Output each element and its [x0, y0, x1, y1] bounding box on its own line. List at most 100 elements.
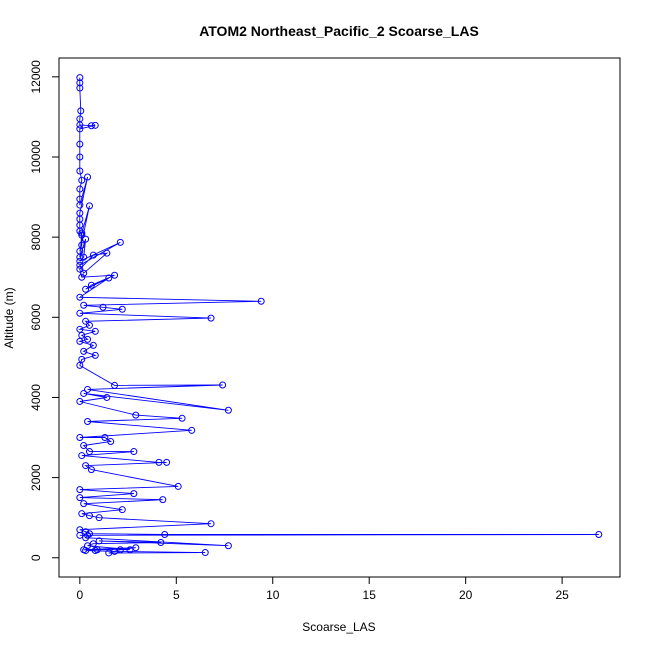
data-point — [101, 434, 109, 442]
chart-title: ATOM2 Northeast_Pacific_2 Scoarse_LAS — [199, 23, 479, 39]
data-point — [76, 494, 84, 502]
data-point — [207, 520, 215, 528]
data-point — [84, 335, 92, 343]
x-tick-label: 5 — [173, 588, 180, 602]
data-point — [82, 285, 90, 293]
y-tick-label: 12000 — [29, 60, 43, 94]
x-axis: 0 5 10 15 20 25 — [76, 576, 569, 602]
data-point — [82, 235, 90, 243]
data-point — [85, 512, 93, 520]
data-point — [130, 490, 138, 498]
data-point — [82, 462, 90, 470]
data-point — [76, 337, 84, 345]
data-point — [95, 537, 103, 545]
data-point — [219, 381, 227, 389]
data-point — [76, 185, 84, 193]
data-point — [76, 293, 84, 301]
data-point — [107, 438, 115, 446]
data-point — [76, 265, 84, 273]
data-point — [157, 539, 165, 547]
data-point — [118, 305, 126, 313]
data-point — [77, 107, 85, 115]
data-point — [76, 397, 84, 405]
data-point — [76, 257, 84, 265]
y-tick-label: 0 — [29, 554, 43, 561]
data-point — [76, 486, 84, 494]
data-point — [130, 448, 138, 456]
data-point — [91, 547, 99, 555]
data-point — [95, 514, 103, 522]
data-point — [82, 534, 90, 542]
data-point — [80, 546, 88, 554]
y-tick-label: 10000 — [29, 140, 43, 174]
data-point — [85, 321, 93, 329]
data-point — [116, 546, 124, 554]
data-point — [111, 381, 119, 389]
series-points — [76, 74, 603, 557]
x-tick-label: 15 — [363, 588, 377, 602]
series-line — [78, 77, 599, 554]
data-point — [87, 281, 95, 289]
data-point — [78, 229, 86, 237]
y-tick-label: 8000 — [29, 223, 43, 250]
data-point — [163, 458, 171, 466]
data-point — [85, 202, 93, 210]
x-tick-label: 0 — [76, 588, 83, 602]
data-point — [76, 121, 84, 129]
data-point — [80, 500, 88, 508]
data-point — [207, 314, 215, 322]
data-point — [76, 140, 84, 148]
data-point — [78, 510, 86, 518]
data-point — [118, 506, 126, 514]
data-point — [76, 201, 84, 209]
data-point — [224, 406, 232, 414]
data-point — [80, 253, 88, 261]
data-point — [159, 496, 167, 504]
data-point — [89, 251, 97, 259]
data-point — [99, 303, 107, 311]
data-point — [105, 274, 113, 282]
data-point — [201, 549, 209, 557]
data-point — [132, 411, 140, 419]
data-point — [116, 238, 124, 246]
data-point — [257, 297, 265, 305]
data-point — [78, 241, 86, 249]
data-point — [84, 542, 92, 550]
y-axis: 0 2000 4000 6000 8000 10000 12000 — [29, 60, 60, 561]
data-point — [111, 271, 119, 279]
x-tick-label: 25 — [555, 588, 569, 602]
data-point — [132, 544, 140, 552]
data-point — [78, 452, 86, 460]
data-point — [89, 341, 97, 349]
data-point — [178, 414, 186, 422]
data-point — [76, 125, 84, 133]
data-point — [91, 121, 99, 129]
data-point — [76, 253, 84, 261]
data-point — [76, 434, 84, 442]
data-point — [80, 347, 88, 355]
data-point — [174, 482, 182, 490]
data-point — [80, 389, 88, 397]
data-point — [91, 327, 99, 335]
data-point — [80, 301, 88, 309]
x-tick-label: 20 — [459, 588, 473, 602]
data-point — [78, 355, 86, 363]
data-point — [87, 122, 95, 130]
data-point — [85, 530, 93, 538]
data-point — [76, 325, 84, 333]
data-point — [188, 426, 196, 434]
data-point — [105, 549, 113, 557]
y-tick-label: 4000 — [29, 384, 43, 411]
y-axis-label: Altitude (m) — [2, 287, 16, 348]
data-point — [76, 153, 84, 161]
data-point — [76, 84, 84, 92]
data-point — [78, 231, 86, 239]
y-tick-label: 2000 — [29, 464, 43, 491]
data-point — [78, 273, 86, 281]
data-point — [76, 361, 84, 369]
data-point — [84, 418, 92, 426]
series-polyline — [78, 77, 599, 554]
x-axis-label: Scoarse_LAS — [302, 620, 375, 634]
data-point — [224, 542, 232, 550]
